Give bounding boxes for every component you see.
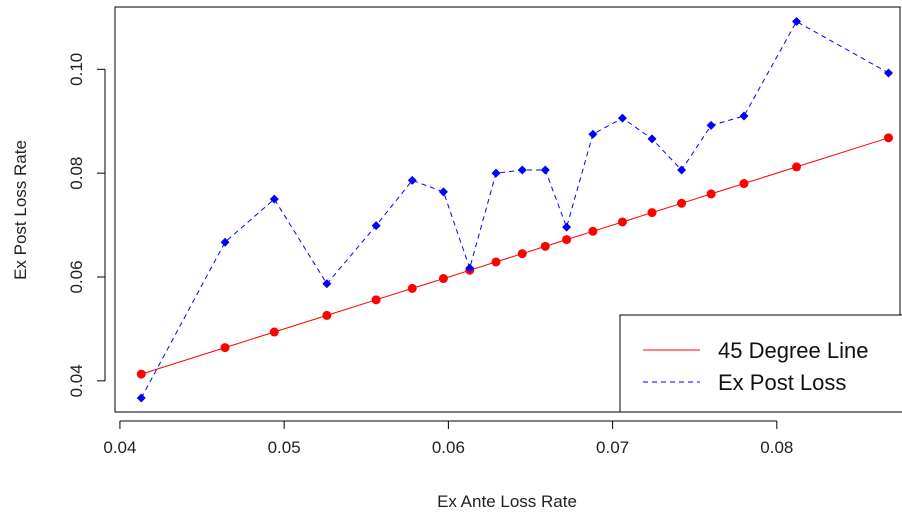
data-point	[677, 198, 687, 208]
x-tick-label: 0.05	[268, 438, 301, 457]
data-point	[647, 208, 657, 218]
y-tick-label: 0.04	[67, 364, 86, 397]
data-point	[269, 194, 279, 204]
data-point	[540, 241, 550, 251]
data-point	[322, 279, 332, 289]
y-axis: 0.04 0.06 0.08 0.10	[67, 53, 106, 397]
y-axis-title: Ex Post Loss Rate	[11, 140, 30, 280]
legend-label-ex-post-loss: Ex Post Loss	[718, 370, 846, 395]
data-point	[438, 187, 448, 197]
x-tick-label: 0.06	[432, 438, 465, 457]
data-point	[562, 235, 572, 245]
data-point	[491, 168, 501, 178]
y-tick-label: 0.08	[67, 157, 86, 190]
x-tick-label: 0.07	[596, 438, 629, 457]
data-point	[588, 129, 598, 139]
data-point	[322, 310, 332, 320]
data-point	[706, 189, 716, 199]
x-tick-label: 0.08	[760, 438, 793, 457]
plot-frame	[114, 6, 901, 413]
data-point	[562, 222, 572, 232]
data-point	[220, 343, 230, 353]
data-point	[371, 221, 381, 231]
x-axis-title: Ex Ante Loss Rate	[437, 492, 577, 511]
series-line	[141, 137, 889, 375]
data-point	[792, 17, 802, 27]
data-point	[706, 120, 716, 130]
data-point	[491, 257, 501, 267]
data-point	[792, 162, 802, 172]
series-1	[136, 133, 894, 379]
data-point	[465, 263, 475, 273]
y-tick-label: 0.10	[67, 53, 86, 86]
legend: 45 Degree Line Ex Post Loss	[619, 314, 902, 413]
data-point	[517, 249, 527, 259]
y-tick-label: 0.06	[67, 260, 86, 293]
x-axis: 0.04 0.05 0.06 0.07 0.08	[103, 420, 793, 457]
data-point	[588, 226, 598, 236]
data-point	[677, 165, 687, 175]
data-point	[884, 133, 894, 143]
x-tick-label: 0.04	[103, 438, 136, 457]
data-point	[617, 113, 627, 123]
legend-label-45-degree-line: 45 Degree Line	[718, 338, 868, 363]
data-point	[517, 165, 527, 175]
data-point	[438, 274, 448, 284]
data-point	[647, 134, 657, 144]
data-point	[136, 369, 146, 379]
data-point	[739, 179, 749, 189]
data-point	[540, 165, 550, 175]
data-point	[136, 393, 146, 403]
data-point	[884, 68, 894, 78]
data-point	[407, 175, 417, 185]
series-2	[136, 17, 894, 403]
data-point	[220, 237, 230, 247]
data-point	[739, 111, 749, 121]
series-line	[140, 20, 889, 399]
data-point	[269, 327, 279, 337]
series-layer	[136, 17, 894, 403]
data-point	[407, 283, 417, 293]
data-point	[371, 295, 381, 305]
data-point	[617, 217, 627, 227]
legend-box	[619, 314, 902, 413]
